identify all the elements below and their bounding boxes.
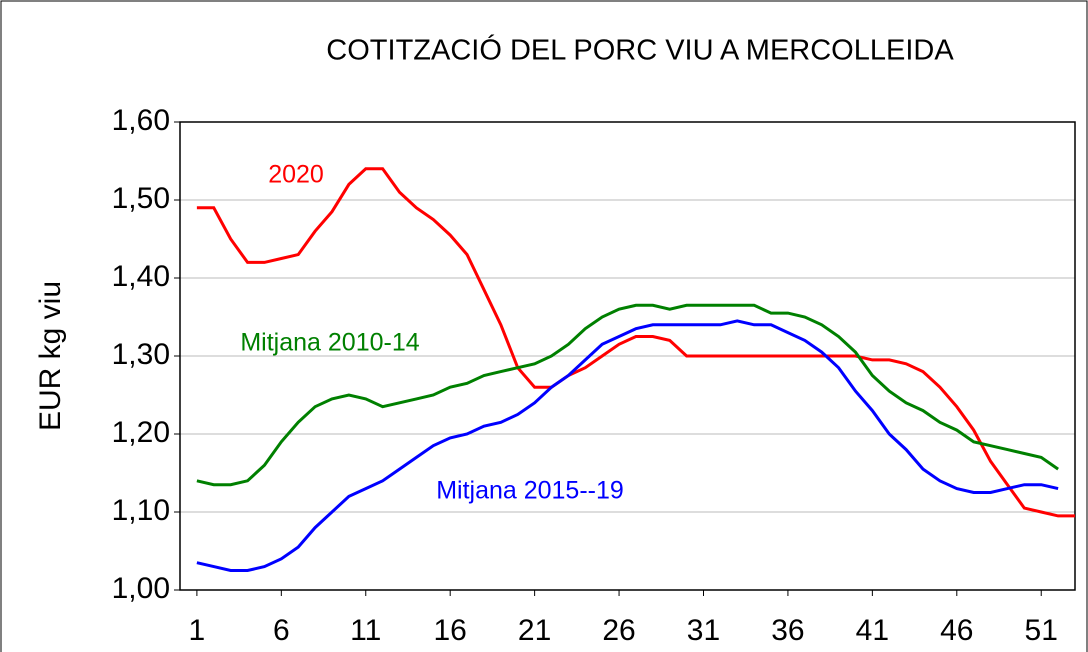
y-tick-label: 1,60 xyxy=(112,104,170,137)
series-label: 2020 xyxy=(268,161,324,189)
chart-title: COTITZACIÓ DEL PORC VIU A MERCOLLEIDA xyxy=(326,34,954,67)
y-tick-label: 1,30 xyxy=(112,338,170,371)
x-tick-label: 11 xyxy=(350,614,381,647)
series-line xyxy=(196,167,1075,518)
y-tick-label: 1,10 xyxy=(112,494,170,527)
plot-frame xyxy=(179,121,1076,591)
x-tick-label: 36 xyxy=(771,614,804,647)
y-tick-label: 1,00 xyxy=(112,572,170,605)
x-tick-label: 46 xyxy=(940,614,973,647)
x-tick-label: 6 xyxy=(273,614,290,647)
y-tick-label: 1,20 xyxy=(112,416,170,449)
x-tick-label: 1 xyxy=(189,614,206,647)
series-line xyxy=(196,319,1059,572)
x-tick-label: 16 xyxy=(434,614,467,647)
series-line xyxy=(196,303,1059,487)
x-tick-label: 21 xyxy=(518,614,551,647)
x-tick-label: 31 xyxy=(687,614,720,647)
y-tick-label: 1,40 xyxy=(112,260,170,293)
y-tick-label: 1,50 xyxy=(112,182,170,215)
x-tick-label: 41 xyxy=(856,614,889,647)
series-label: Mitjana 2010-14 xyxy=(240,329,419,357)
series-label: Mitjana 2015--19 xyxy=(436,477,624,505)
x-tick-label: 51 xyxy=(1025,614,1058,647)
x-tick-label: 26 xyxy=(602,614,635,647)
y-axis-label: EUR kg viu xyxy=(34,281,67,431)
